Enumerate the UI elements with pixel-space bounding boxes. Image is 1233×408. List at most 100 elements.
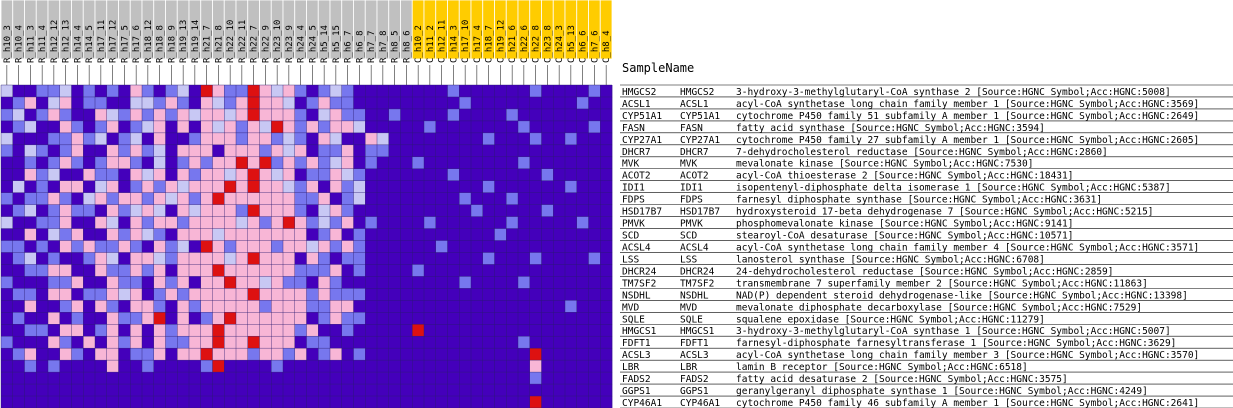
heatmap-cell [588,240,601,253]
heatmap-cell [576,108,589,122]
heatmap-cell [529,180,542,193]
heatmap-cell [24,216,37,229]
row-gene-symbol: DHCR7 [680,147,709,158]
heatmap-cell [95,85,108,98]
heatmap-cell [412,96,425,110]
row-gene-symbol: HMGCS2 [680,87,714,98]
heatmap-cell [271,324,284,337]
heatmap-cell [71,228,84,241]
heatmap-cell [71,216,84,229]
heatmap-cell [12,156,25,170]
heatmap-cell [482,312,495,325]
heatmap-cell [142,312,155,325]
heatmap-cell [236,96,249,110]
row-label: DHCR24 DHCR24 24-dehydrocholesterol reduct… [620,266,1233,277]
heatmap-cell [48,384,61,397]
heatmap-cell [271,216,284,229]
heatmap-cell [259,264,272,277]
heatmap-cell [177,132,190,146]
heatmap-cell [12,180,25,193]
heatmap-cell [200,108,213,122]
heatmap-cell [1,384,14,397]
heatmap-cell [447,240,460,253]
heatmap-cell [424,132,437,146]
heatmap-cell [353,85,366,98]
heatmap-cell [318,108,331,122]
heatmap-cell [518,264,531,277]
heatmap-cell [200,85,213,98]
row-gene-symbol: IDI1 [680,183,703,194]
heatmap-cell [36,276,49,289]
heatmap-cell [165,216,178,229]
heatmap-cell [529,384,542,397]
heatmap-cell [83,108,96,122]
heatmap-cell [130,396,143,408]
heatmap-cell [541,324,554,337]
heatmap-cell [353,192,366,205]
column-label: R_h5_15 [332,25,342,63]
heatmap-cell [400,132,413,146]
heatmap-cell [59,384,72,397]
heatmap-cell [318,144,331,158]
heatmap-cell [36,264,49,277]
heatmap-cell [224,180,237,193]
heatmap-cell [294,192,307,205]
row-gene-description: 7-dehydrocholesterol reductase [Source:H… [736,147,1108,158]
heatmap-cell [377,120,390,134]
heatmap-cell [471,144,484,158]
heatmap-cell [271,300,284,313]
heatmap-cell [506,264,519,277]
heatmap-cell [588,324,601,337]
heatmap-cell [576,156,589,170]
heatmap-cell [24,156,37,170]
heatmap-cell [294,336,307,349]
heatmap-cell [247,396,260,408]
heatmap-cell [588,276,601,289]
heatmap-cell [400,324,413,337]
heatmap-cell [177,120,190,134]
heatmap-cell [247,324,260,337]
heatmap-cell [212,168,225,182]
heatmap-cell [353,276,366,289]
column-label: R_h12_12 [50,20,60,63]
heatmap-cell [271,312,284,325]
heatmap-cell [459,132,472,146]
heatmap-cell [283,85,296,98]
heatmap-cell [271,348,284,361]
row-label-group: HMGCS2 HMGCS2 3-hydroxy-3-methylglutaryl-C… [620,84,1233,408]
heatmap-cell [36,168,49,182]
column-label: R_h6_8 [355,30,365,63]
row-label: GGPS1 GGPS1 geranylgeranyl diphosphate syn… [620,386,1233,397]
heatmap-cell [553,168,566,182]
heatmap-cell [518,168,531,182]
heatmap-cell [294,240,307,253]
heatmap-cell [353,336,366,349]
heatmap-cell [553,144,566,158]
heatmap-cell [142,108,155,122]
heatmap-cell [341,108,354,122]
heatmap-cell [435,96,448,110]
heatmap-cell [365,216,378,229]
heatmap-cell [12,324,25,337]
heatmap-cell [306,108,319,122]
heatmap-cell [365,372,378,385]
heatmap-cell [388,192,401,205]
heatmap-cell [553,156,566,170]
row-label: HSD17B7 HSD17B7 hydroxysteroid 17-beta deh… [620,207,1233,218]
heatmap-cell [283,120,296,134]
heatmap-cell [83,384,96,397]
row-label: HMGCS2 HMGCS2 3-hydroxy-3-methylglutaryl-C… [620,87,1233,98]
heatmap-cell [189,144,202,158]
heatmap-cell [377,168,390,182]
heatmap-cell [553,96,566,110]
heatmap-cell [377,85,390,98]
heatmap-cell [576,180,589,193]
heatmap-cell [118,204,131,217]
heatmap-cell [224,108,237,122]
heatmap-cell [400,180,413,193]
heatmap-cell [48,372,61,385]
heatmap-cell [306,168,319,182]
heatmap-cell [600,144,613,158]
heatmap-cell [447,288,460,301]
heatmap-cell [224,300,237,313]
